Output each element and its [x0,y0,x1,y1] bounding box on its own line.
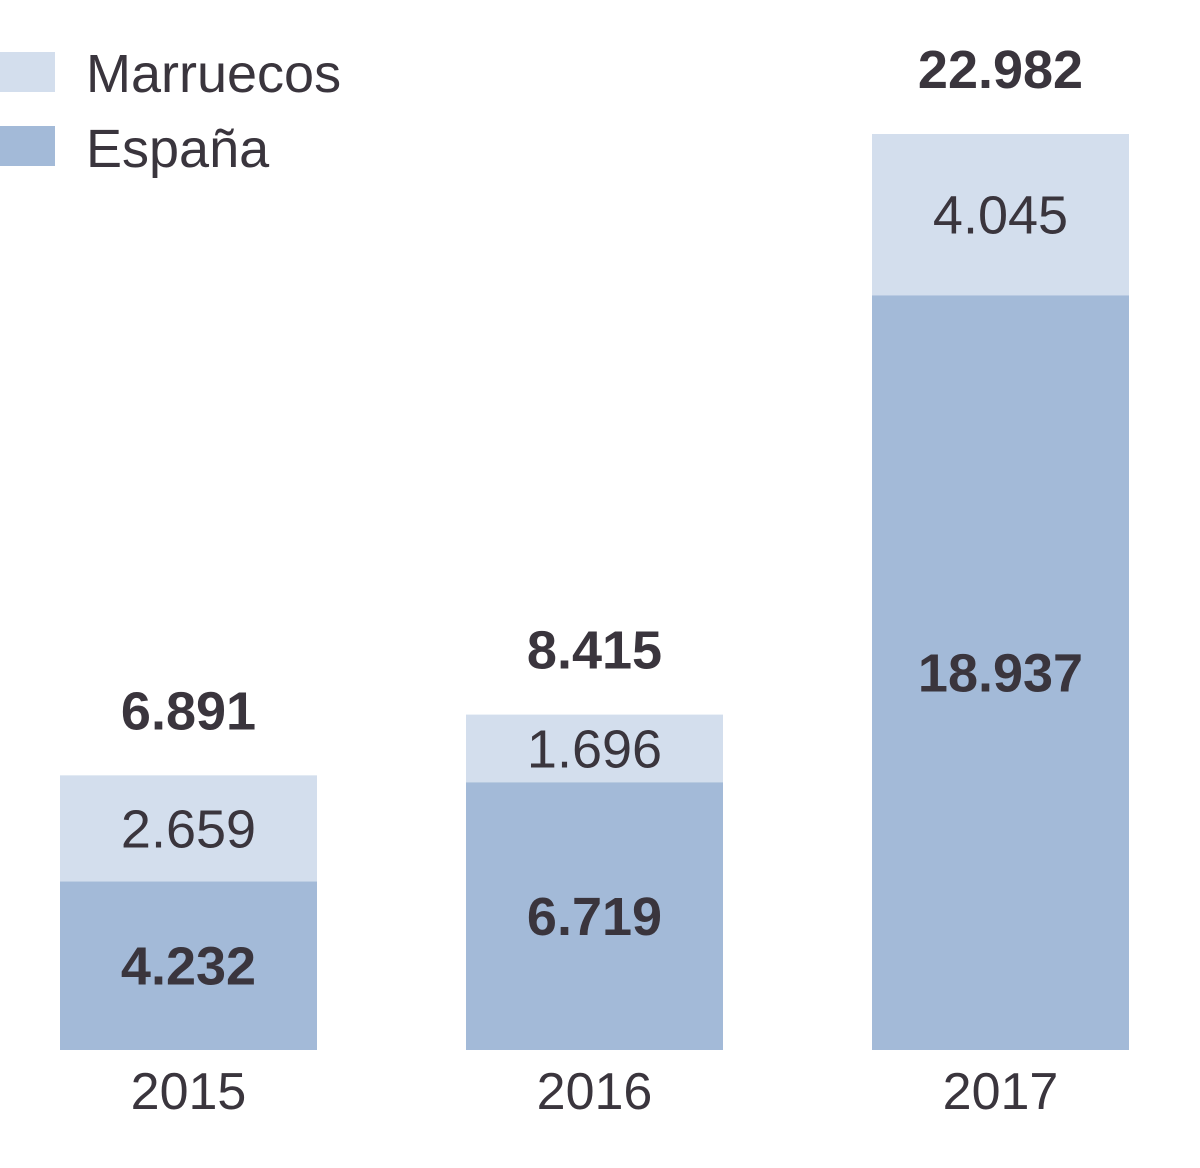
legend-label-espana: España [86,119,270,179]
bar-marruecos-2015 [60,775,317,882]
legend-label-marruecos: Marruecos [86,44,341,104]
total-label-2016: 8.415 [527,621,662,681]
bar-marruecos-2016 [466,714,723,783]
bar-espana-2016 [466,782,723,1050]
data-label-espana-2016: 6.719 [527,887,662,947]
bar-espana-2015 [60,881,317,1050]
data-label-espana-2015: 4.232 [121,937,256,997]
total-label-2015: 6.891 [121,681,256,741]
data-label-marruecos-2016: 1.696 [527,719,662,779]
bar-espana-2017 [872,295,1129,1051]
data-label-espana-2017: 18.937 [918,644,1083,704]
legend-swatch-espana [0,126,55,166]
bar-marruecos-2017 [872,134,1129,296]
x-tick-label-2015: 2015 [131,1063,247,1121]
data-label-marruecos-2015: 2.659 [121,799,256,859]
total-label-2017: 22.982 [918,40,1083,100]
x-tick-label-2016: 2016 [537,1063,653,1121]
data-label-marruecos-2017: 4.045 [933,186,1068,246]
legend: Marruecos España [0,44,341,179]
legend-swatch-marruecos [0,52,55,92]
x-tick-label-2017: 2017 [943,1063,1059,1121]
bars: 4.232 2.659 6.891 2015 6.719 1.696 8.415 2016 18… [60,40,1129,1121]
